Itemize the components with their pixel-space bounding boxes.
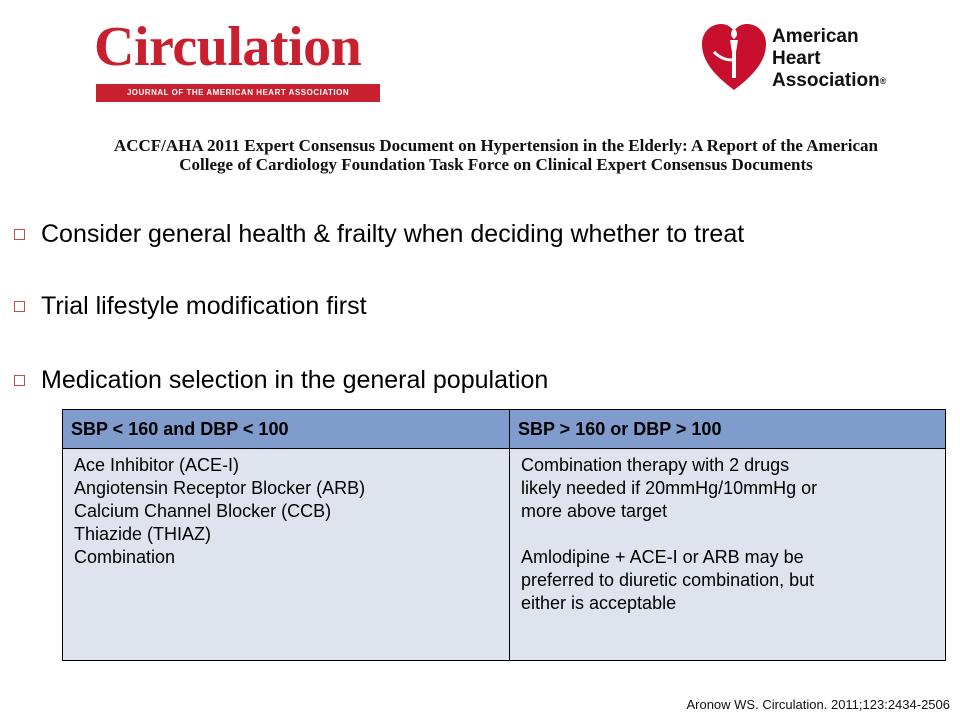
registered-mark: ® <box>879 76 887 86</box>
bullet-item: Trial lifestyle modification first <box>14 292 367 321</box>
cell-line: more above target <box>521 501 668 521</box>
header-cell-high-bp: SBP > 160 or DBP > 100 <box>509 409 946 449</box>
cell-line: preferred to diuretic combination, but <box>521 570 815 590</box>
table-row: Ace Inhibitor (ACE-I) Angiotensin Recept… <box>62 448 946 661</box>
cell-spacer <box>521 523 937 546</box>
aha-line-3: Association <box>772 70 880 91</box>
journal-title: Circulation <box>94 16 362 78</box>
cell-high-bp-options: Combination therapy with 2 drugs likely … <box>509 448 946 661</box>
bullet-text: Medication selection in the general popu… <box>41 366 549 394</box>
aha-line-2: Heart <box>772 48 821 69</box>
cell-line: likely needed if 20mmHg/10mmHg or <box>521 478 818 498</box>
bullet-item: Medication selection in the general popu… <box>14 366 548 395</box>
header-cell-low-bp: SBP < 160 and DBP < 100 <box>62 409 510 449</box>
cell-low-bp-options: Ace Inhibitor (ACE-I) Angiotensin Recept… <box>62 448 510 661</box>
cell-line: Angiotensin Receptor Blocker (ARB) <box>74 478 366 498</box>
bullet-box-icon <box>14 301 25 312</box>
aha-logo: American Heart Association® <box>700 22 900 94</box>
aha-wordmark: American Heart Association® <box>772 26 886 92</box>
bullet-item: Consider general health & frailty when d… <box>14 220 744 249</box>
journal-subtitle: JOURNAL OF THE AMERICAN HEART ASSOCIATIO… <box>96 84 380 102</box>
document-headline: ACCF/AHA 2011 Expert Consensus Document … <box>113 136 879 174</box>
circulation-logo: Circulation JOURNAL OF THE AMERICAN HEAR… <box>94 16 380 102</box>
aha-line-1: American <box>772 26 859 47</box>
heart-torch-icon <box>702 24 766 90</box>
cell-line: Ace Inhibitor (ACE-I) <box>74 455 240 475</box>
medication-table: SBP < 160 and DBP < 100 SBP > 160 or DBP… <box>62 409 946 661</box>
bullet-box-icon <box>14 229 25 240</box>
bullet-box-icon <box>14 375 25 386</box>
cell-line: Thiazide (THIAZ) <box>74 524 212 544</box>
cell-line: either is acceptable <box>521 593 677 613</box>
bullet-text: Consider general health & frailty when d… <box>41 220 745 248</box>
cell-line: Amlodipine + ACE-I or ARB may be <box>521 547 804 567</box>
cell-line: Combination <box>74 547 176 567</box>
bullet-text: Trial lifestyle modification first <box>41 292 367 320</box>
cell-line: Combination therapy with 2 drugs <box>521 455 790 475</box>
citation: Aronow WS. Circulation. 2011;123:2434-25… <box>686 697 950 712</box>
cell-line: Calcium Channel Blocker (CCB) <box>74 501 332 521</box>
table-header-row: SBP < 160 and DBP < 100 SBP > 160 or DBP… <box>62 409 946 449</box>
